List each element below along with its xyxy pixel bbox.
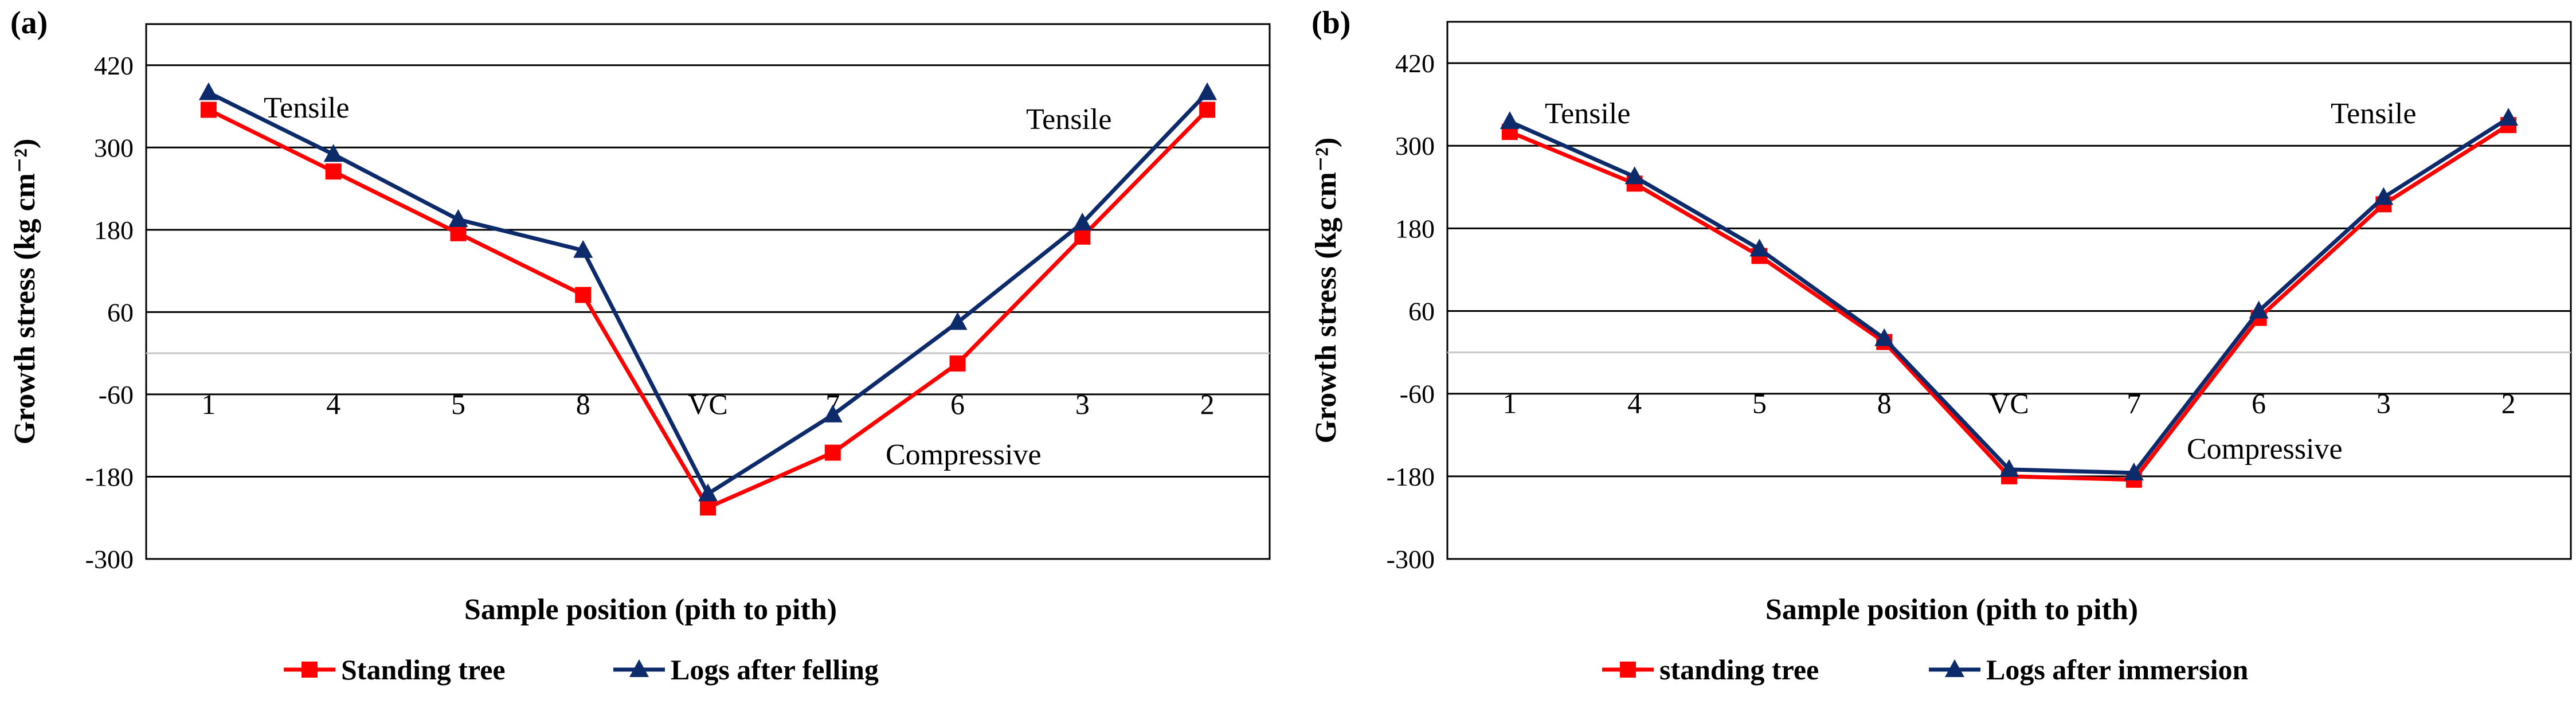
annotation-tensile-right: Tensile (1026, 103, 1111, 136)
data-point-triangle (573, 240, 593, 258)
annotation-compressive: Compressive (2187, 433, 2343, 466)
y-tick-label: -300 (1387, 545, 1435, 574)
x-category-label: 7 (2127, 388, 2141, 420)
legend-label: Standing tree (341, 654, 506, 686)
data-point-triangle (2124, 462, 2144, 480)
data-point-triangle (323, 144, 343, 162)
data-point-triangle (698, 483, 718, 502)
y-tick-label: 60 (107, 298, 134, 327)
series-triangle-line (198, 82, 1217, 502)
y-tick-label: -180 (85, 462, 134, 491)
legend-marker-triangle (1945, 659, 1964, 677)
y-tick-label: 420 (1395, 49, 1435, 78)
y-tick-label: -180 (1387, 462, 1435, 491)
y-tick-label: -300 (85, 545, 134, 574)
x-category-label: 5 (451, 388, 465, 420)
data-point-square (824, 444, 841, 461)
chart-panel-b: 420 300 180 60 -60 -180 -300 1 4 5 8 VC 7 6 3 2 Tensile T… (1310, 5, 2572, 686)
y-tick-label: 420 (94, 51, 134, 80)
legend-marker-triangle (629, 659, 649, 677)
x-category-label: 6 (2252, 388, 2266, 420)
x-category-label: 4 (1627, 388, 1642, 420)
series-line (208, 91, 1209, 496)
legend: Standing tree Logs after felling (284, 654, 879, 686)
data-point-triangle (1500, 111, 1520, 130)
data-point-triangle (448, 209, 468, 227)
x-category-label: 3 (1075, 388, 1090, 420)
y-tick-label: 180 (1395, 214, 1435, 243)
x-axis-title: Sample position (pith to pith) (1765, 593, 2138, 626)
data-point-square (575, 287, 592, 303)
legend-marker-square (1620, 662, 1636, 678)
series-square-line (1501, 117, 2517, 488)
x-category-label: 4 (326, 388, 340, 420)
data-point-triangle (823, 404, 843, 423)
x-category-label: 8 (576, 388, 590, 420)
data-point-square (949, 355, 966, 372)
x-category-label: 1 (201, 388, 216, 420)
data-point-triangle (2374, 187, 2394, 205)
data-point-triangle (2499, 108, 2519, 126)
series-square-line (200, 101, 1216, 516)
data-point-triangle (1999, 459, 2019, 477)
data-point-triangle (2249, 300, 2269, 319)
data-point-triangle (948, 312, 968, 330)
data-point-triangle (1874, 328, 1894, 346)
annotation-tensile-left: Tensile (1545, 97, 1630, 130)
data-point-triangle (198, 82, 218, 100)
x-category-label: 3 (2377, 388, 2391, 420)
data-point-triangle (1072, 212, 1093, 230)
data-point-square (200, 101, 217, 118)
data-point-triangle (1624, 166, 1645, 185)
y-tick-label: 180 (94, 216, 134, 245)
data-point-square (1199, 101, 1216, 118)
y-tick-label: -60 (1400, 380, 1435, 409)
legend-label: standing tree (1659, 654, 1819, 686)
series-line (1509, 116, 2510, 475)
series-triangle-line (1500, 108, 2519, 480)
y-axis-title: Growth stress (kg cm⁻²) (9, 139, 41, 445)
y-tick-label: 300 (1395, 131, 1435, 161)
data-point-square (1074, 228, 1091, 245)
legend-marker-square (302, 662, 318, 678)
series-line (1509, 123, 2510, 482)
annotation-tensile-right: Tensile (2331, 97, 2416, 130)
x-category-label: 2 (2501, 388, 2516, 420)
annotation-tensile-left: Tensile (264, 92, 349, 124)
legend-item: Logs after felling (613, 654, 879, 686)
data-point-triangle (1749, 238, 1769, 257)
legend: standing tree Logs after immersion (1602, 654, 2249, 686)
x-category-label: 8 (1877, 388, 1892, 420)
y-axis-title: Growth stress (kg cm⁻²) (1310, 138, 1342, 444)
x-category-label: 6 (950, 388, 965, 420)
data-point-square (700, 499, 716, 516)
data-point-square (450, 225, 467, 241)
legend-label: Logs after immersion (1986, 654, 2249, 686)
x-category-label: 1 (1502, 388, 1517, 420)
legend-item: standing tree (1602, 654, 1819, 686)
data-point-square (325, 163, 342, 180)
x-axis-title: Sample position (pith to pith) (464, 593, 837, 626)
y-tick-label: 60 (1408, 297, 1435, 326)
legend-label: Logs after felling (671, 654, 879, 686)
legend-item: Standing tree (284, 654, 506, 686)
y-tick-label: -60 (99, 380, 134, 409)
panel-label: (b) (1312, 5, 1350, 41)
x-category-label: VC (688, 388, 727, 420)
x-category-label: 5 (1752, 388, 1767, 420)
annotation-compressive: Compressive (886, 439, 1042, 471)
panel-label: (a) (10, 5, 48, 41)
y-tick-label: 300 (94, 133, 134, 162)
x-category-label: VC (1989, 388, 2029, 420)
data-point-triangle (1197, 82, 1217, 100)
legend-item: Logs after immersion (1929, 654, 2249, 686)
x-category-label: 2 (1200, 388, 1215, 420)
